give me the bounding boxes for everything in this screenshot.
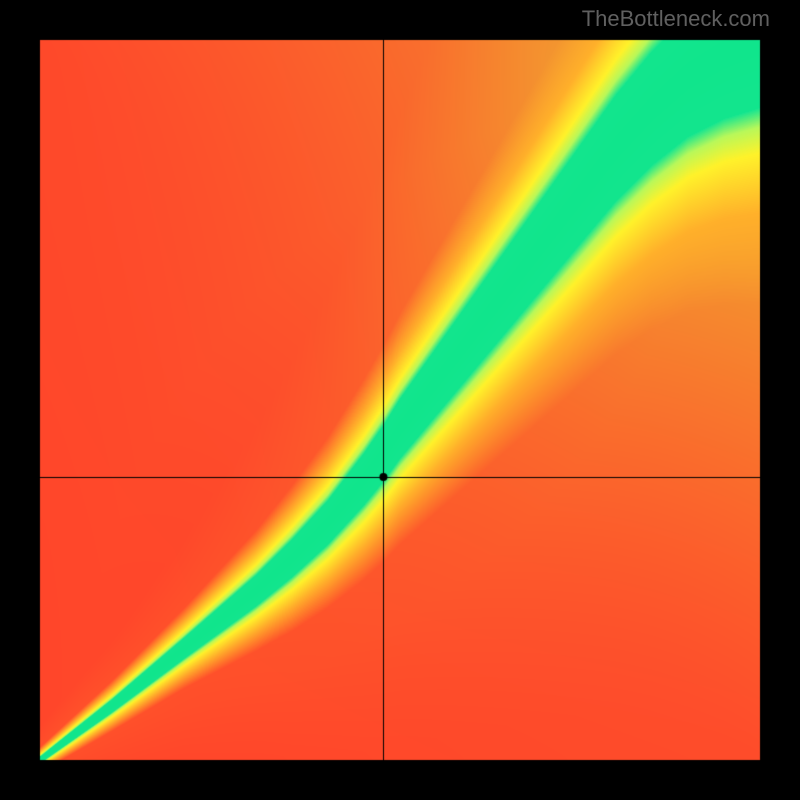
watermark-text: TheBottleneck.com: [582, 6, 770, 32]
chart-container: { "watermark": { "text": "TheBottleneck.…: [0, 0, 800, 800]
heatmap-canvas: [0, 0, 800, 800]
